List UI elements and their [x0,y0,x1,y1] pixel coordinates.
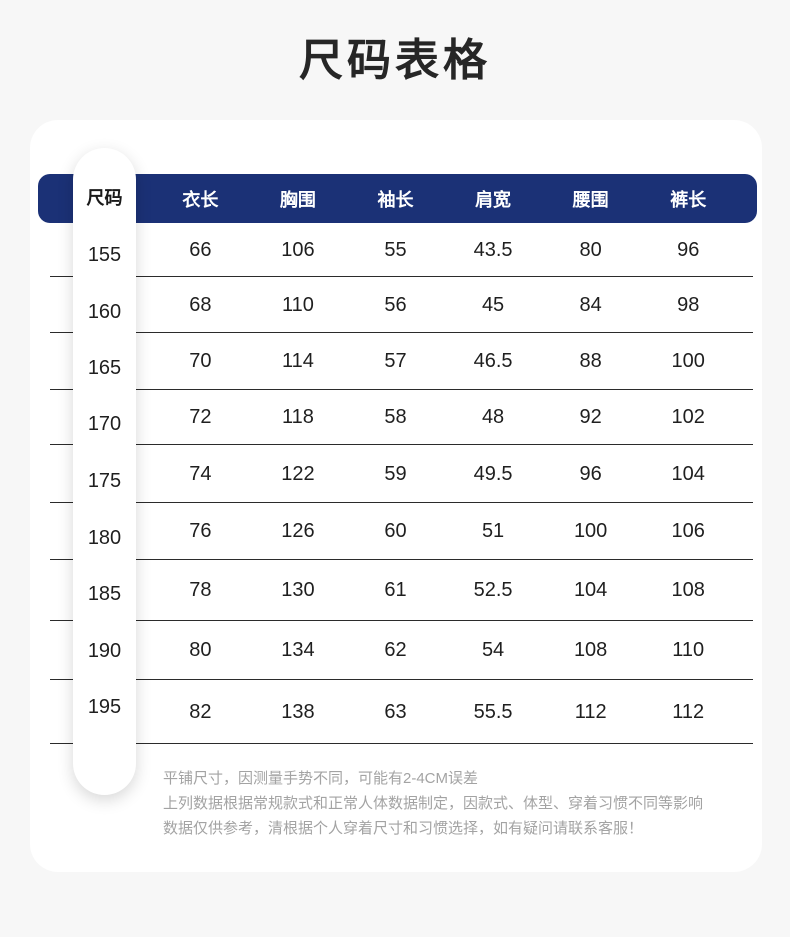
value-cell: 62 [384,639,407,661]
value-cell: 76 [189,520,212,542]
value-cell: 80 [579,238,602,261]
value-cell: 108 [573,639,608,661]
value-cell: 92 [579,406,602,428]
value-cell: 98 [677,293,700,316]
size-table: 衣长 胸围 袖长 肩宽 腰围 裤长 66 106 55 43.5 80 96 6… [38,174,757,744]
page-title: 尺码表格 [299,36,491,85]
value-cell: 58 [384,406,407,428]
value-cell: 46.5 [473,350,513,372]
note-line: 上列数据根据常规款式和正常人体数据制定，因款式、体型、穿着习惯不同等影响 [163,795,704,812]
value-cell: 82 [189,700,212,723]
value-cell: 100 [573,520,608,542]
header-cell: 肩宽 [475,189,512,210]
value-cell: 63 [384,700,407,723]
value-cell: 138 [281,700,315,723]
size-label: 190 [87,640,122,662]
header-cell: 衣长 [182,189,219,210]
size-label: 170 [87,413,122,435]
value-cell: 54 [481,639,505,661]
size-label: 195 [87,696,122,718]
value-cell: 110 [672,639,705,661]
value-cell: 56 [384,293,407,316]
value-cell: 126 [281,520,315,542]
size-label: 185 [87,583,122,605]
note-line: 数据仅供参考，清根据个人穿着尺寸和习惯选择，如有疑问请联系客服！ [163,820,644,837]
value-cell: 96 [579,462,602,485]
value-cell: 134 [281,639,315,661]
value-cell: 72 [189,406,212,428]
value-cell: 59 [384,462,407,485]
value-cell: 60 [384,520,407,542]
value-cell: 118 [281,406,314,428]
value-cell: 55 [384,238,407,261]
value-cell: 55.5 [473,700,513,723]
table-header-row: 衣长 胸围 袖长 肩宽 腰围 裤长 [38,174,757,223]
size-label: 180 [87,527,122,549]
table-row: 68 110 56 45 84 98 [38,277,757,333]
value-cell: 122 [281,462,315,485]
value-cell: 106 [281,238,315,261]
table-row: 76 126 60 51 100 106 [38,503,757,560]
size-label: 175 [87,470,122,492]
value-cell: 96 [677,238,700,261]
value-cell: 70 [189,350,212,372]
header-cell: 腰围 [572,189,609,210]
value-cell: 57 [384,350,407,372]
value-cell: 48 [481,406,505,428]
value-cell: 74 [189,462,212,485]
value-cell: 52.5 [473,579,513,601]
table-row: 70 114 57 46.5 88 100 [38,333,757,390]
value-cell: 49.5 [473,462,513,485]
size-chart-card: 衣长 胸围 袖长 肩宽 腰围 裤长 66 106 55 43.5 80 96 6… [30,120,762,872]
size-label: 165 [87,357,122,379]
value-cell: 130 [281,579,315,601]
value-cell: 112 [574,700,607,723]
value-cell: 106 [671,520,705,542]
table-row: 66 106 55 43.5 80 96 [38,223,757,277]
value-cell: 45 [481,293,505,316]
table-row: 78 130 61 52.5 104 108 [38,560,757,621]
table-row: 72 118 58 48 92 102 [38,390,757,445]
value-cell: 110 [281,293,314,316]
size-column-pill: 尺码 155 160 165 170 175 180 185 190 195 [73,148,136,795]
value-cell: 104 [671,462,705,485]
header-cell: 裤长 [670,189,707,210]
value-cell: 104 [573,579,608,601]
value-cell: 102 [671,406,705,428]
value-cell: 68 [189,293,212,316]
measurement-notes: 平铺尺寸，因测量手势不同，可能有2-4CM误差 上列数据根据常规款式和正常人体数… [163,766,703,841]
value-cell: 100 [671,350,705,372]
value-cell: 112 [672,700,705,723]
size-column-title: 尺码 [86,188,123,208]
value-cell: 84 [579,293,602,316]
value-cell: 88 [579,350,602,372]
size-label: 160 [87,301,122,323]
value-cell: 80 [189,639,212,661]
header-cell: 袖长 [377,189,414,210]
size-label: 155 [87,244,122,266]
value-cell: 51 [481,520,505,542]
table-row: 80 134 62 54 108 110 [38,621,757,680]
value-cell: 78 [189,579,212,601]
header-cell: 胸围 [279,189,316,210]
note-line: 平铺尺寸，因测量手势不同，可能有2-4CM误差 [163,770,479,787]
value-cell: 66 [189,238,212,261]
value-cell: 43.5 [473,238,513,261]
table-row: 74 122 59 49.5 96 104 [38,445,757,503]
value-cell: 108 [671,579,705,601]
value-cell: 114 [281,350,314,372]
value-cell: 61 [384,579,407,601]
table-row: 82 138 63 55.5 112 112 [38,680,757,744]
